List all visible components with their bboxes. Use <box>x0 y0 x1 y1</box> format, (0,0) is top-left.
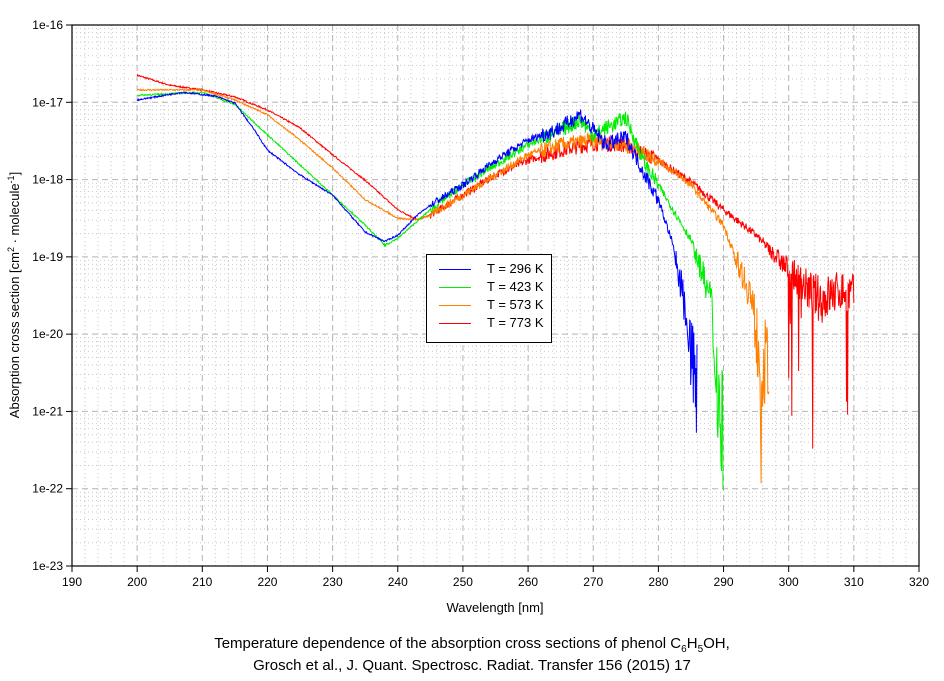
legend-swatch <box>439 305 471 307</box>
y-tick-label: 1e-23 <box>32 559 63 573</box>
legend-entry: T = 296 K <box>439 261 544 277</box>
x-tick-label: 250 <box>453 575 473 589</box>
x-tick-label: 230 <box>323 575 343 589</box>
x-tick-label: 320 <box>909 575 929 589</box>
x-tick-label: 300 <box>779 575 799 589</box>
x-tick-label: 220 <box>257 575 277 589</box>
legend-label: T = 773 K <box>487 315 544 330</box>
legend-entry: T = 773 K <box>439 315 544 331</box>
plot-frame <box>71 24 920 567</box>
chart-title: Temperature dependence of the absorption… <box>214 635 730 655</box>
x-axis-label: Wavelength [nm] <box>446 600 543 615</box>
x-tick-label: 260 <box>518 575 538 589</box>
chart-subtitle: Grosch et al., J. Quant. Spectrosc. Radi… <box>253 657 691 674</box>
y-tick-label: 1e-22 <box>32 482 63 496</box>
y-axis-label: Absorption cross section [cm2 · molecule… <box>6 172 22 418</box>
x-tick-label: 190 <box>62 575 82 589</box>
chart-legend: T = 296 K T = 423 K T = 573 K T = 773 K <box>426 254 552 343</box>
legend-swatch <box>439 269 471 271</box>
x-tick-label: 210 <box>192 575 212 589</box>
y-tick-label: 1e-21 <box>32 404 63 418</box>
y-tick-label: 1e-17 <box>32 95 63 109</box>
x-tick-label: 240 <box>388 575 408 589</box>
y-tick-label: 1e-18 <box>32 173 63 187</box>
series-line-t-296-k <box>136 91 698 433</box>
legend-label: T = 573 K <box>487 297 544 312</box>
x-tick-label: 280 <box>648 575 668 589</box>
legend-entry: T = 573 K <box>439 297 544 313</box>
series-line-t-573-k <box>136 88 770 484</box>
legend-label: T = 423 K <box>487 279 544 294</box>
legend-swatch <box>439 323 471 325</box>
legend-label: T = 296 K <box>487 261 544 276</box>
y-tick-label: 1e-19 <box>32 250 63 264</box>
x-tick-label: 200 <box>127 575 147 589</box>
x-tick-label: 290 <box>714 575 734 589</box>
legend-entry: T = 423 K <box>439 279 544 295</box>
x-tick-label: 310 <box>844 575 864 589</box>
legend-swatch <box>439 287 471 289</box>
series-line-t-423-k <box>137 90 724 490</box>
y-tick-label: 1e-20 <box>32 327 63 341</box>
x-tick-label: 270 <box>583 575 603 589</box>
y-tick-label: 1e-16 <box>32 18 63 32</box>
